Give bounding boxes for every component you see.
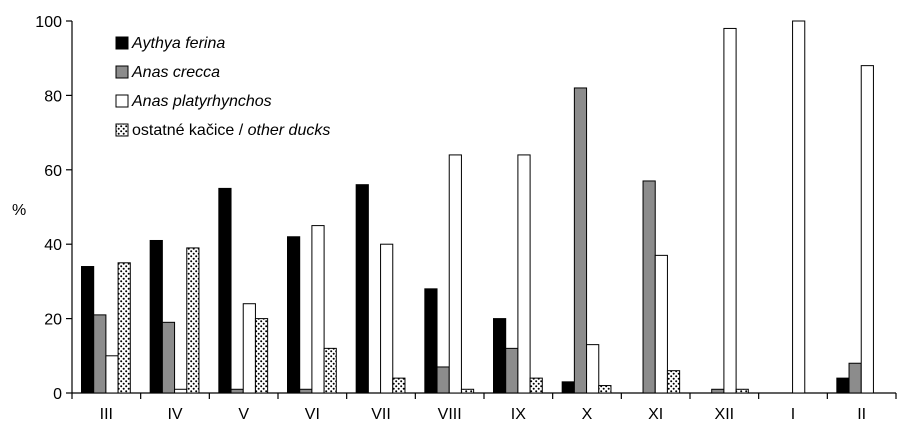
bar-anas-crecca-v [230,388,244,394]
bar-anas-platyrhynchos-vii [380,243,394,394]
bar-anas-crecca-iii [93,314,107,394]
legend-swatch-anas-crecca [115,65,129,79]
bar-aythya-ferina-viii [424,288,438,394]
y-tick-label: 100 [35,14,62,31]
legend-label-other-ducks-italic: other ducks [248,122,331,139]
bar-aythya-ferina-iv [149,239,163,394]
bar-other-ducks-vi [323,347,337,394]
bar-anas-platyrhynchos-v [242,303,256,394]
bars [81,20,874,394]
bar-other-ducks-xii [735,388,749,394]
bar-anas-crecca-xii [711,388,725,394]
bar-anas-crecca-x [573,87,588,394]
bar-aythya-ferina-v [218,187,232,394]
x-tick-label: V [238,406,249,423]
x-tick-label: XII [715,406,735,423]
y-axis: 0 20 40 60 80 100 [35,14,73,403]
bar-anas-crecca-vi [299,388,313,394]
bar-anas-platyrhynchos-i [792,20,806,394]
x-tick-label: XI [648,406,663,423]
bar-anas-platyrhynchos-xi [654,254,668,394]
bar-other-ducks-x [598,385,612,394]
y-tick-label: 60 [44,163,62,180]
x-tick-label: VIII [438,406,462,423]
x-tick-label: II [857,406,866,423]
bar-other-ducks-iv [186,247,200,394]
legend-swatch-other-ducks [115,123,129,137]
x-tick-label: X [582,406,593,423]
legend-label-anas-crecca: Anas crecca [131,64,220,81]
bar-anas-crecca-viii [436,366,450,394]
legend-label-aythya-ferina: Aythya ferina [131,35,225,52]
bar-aythya-ferina-x [561,381,575,394]
bar-other-ducks-viii [460,388,475,394]
legend-swatch-anas-platyrhynchos [115,94,129,108]
bar-anas-crecca-ii [848,362,862,394]
y-tick-label: 80 [44,88,62,105]
bar-aythya-ferina-ix [493,318,507,394]
legend-swatch-aythya-ferina [115,36,129,50]
bar-aythya-ferina-vii [355,184,369,394]
bar-anas-platyrhynchos-x [586,344,600,394]
bar-anas-platyrhynchos-ii [860,65,874,394]
y-axis-title: % [12,202,26,219]
bar-aythya-ferina-iii [81,266,95,394]
bar-other-ducks-vii [392,377,406,394]
bar-aythya-ferina-vi [287,236,301,394]
x-tick-label: III [100,406,113,423]
bar-anas-platyrhynchos-iii [105,355,119,394]
legend-item-anas-crecca: Anas crecca [115,64,220,81]
x-tick-label: IX [511,406,526,423]
legend-item-other-ducks: ostatné kačice / other ducks [115,122,330,139]
legend-item-aythya-ferina: Aythya ferina [115,35,225,52]
x-tick-label: I [791,406,795,423]
bar-other-ducks-v [254,318,269,394]
legend: Aythya ferina Anas crecca Anas platyrhyn… [115,35,330,139]
bar-anas-platyrhynchos-iv [174,388,188,394]
x-tick-label: VI [305,406,320,423]
bar-anas-platyrhynchos-vi [311,225,325,394]
legend-label-other-ducks-plain: ostatné kačice / [132,122,248,139]
legend-item-anas-platyrhynchos: Anas platyrhynchos [115,93,272,110]
x-axis: III IV V VI VII VIII IX X XI XII I II [71,392,897,423]
bar-anas-crecca-xi [642,180,656,394]
bar-other-ducks-ix [529,377,543,394]
bar-anas-crecca-iv [161,321,176,394]
y-tick-label: 40 [44,237,62,254]
x-tick-label: IV [167,406,182,423]
bar-anas-platyrhynchos-xii [723,27,737,394]
y-tick-label: 20 [44,312,62,329]
bar-anas-platyrhynchos-viii [448,154,462,394]
x-tick-label: VII [371,406,391,423]
bar-anas-platyrhynchos-ix [517,154,531,394]
legend-label-other-ducks: ostatné kačice / other ducks [132,122,330,139]
legend-label-anas-platyrhynchos: Anas platyrhynchos [131,93,272,110]
bar-aythya-ferina-ii [836,377,850,394]
y-tick-label: 0 [53,386,62,403]
bar-other-ducks-xi [666,370,681,394]
bar-anas-crecca-ix [505,347,519,394]
bar-other-ducks-iii [117,262,131,394]
